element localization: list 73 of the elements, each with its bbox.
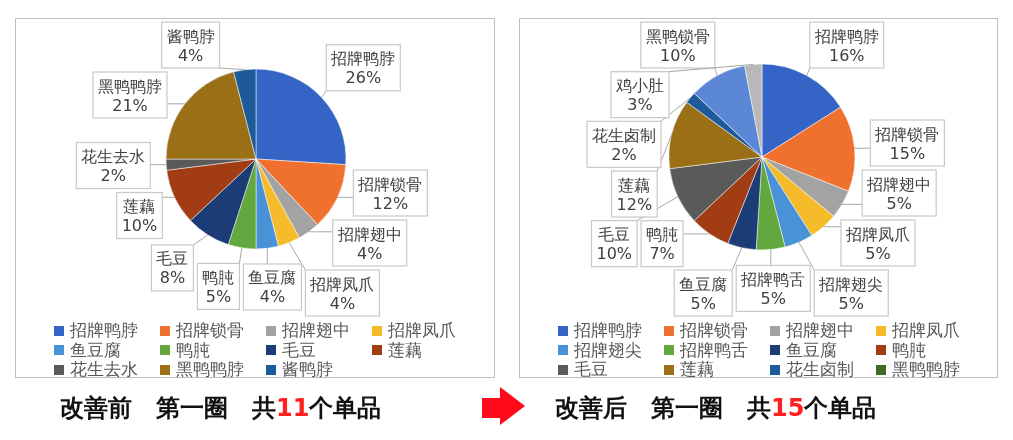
legend-label: 鱼豆腐: [70, 339, 121, 360]
slice-label: 莲藕: [618, 175, 651, 194]
slice-label: 鱼豆腐: [248, 267, 297, 287]
data-label: 4%: [177, 45, 204, 64]
slice-label: 黑鸭锁骨: [645, 26, 710, 45]
slice-label: 招牌凤爪: [309, 274, 375, 293]
slice-label: 毛豆: [598, 224, 631, 244]
slice-label: 酱鸭脖: [166, 26, 215, 45]
data-label: 16%: [828, 45, 865, 64]
data-label: 5%: [838, 293, 864, 312]
slice-label: 毛豆: [156, 248, 189, 268]
legend-label: 花生去水: [70, 359, 138, 380]
slice-label: 鸭肫: [202, 267, 235, 287]
text: 改善前 第一圈 共11个单品: [60, 394, 382, 422]
legend-label: 招牌凤爪: [388, 320, 456, 341]
slice-label: 莲藕: [123, 196, 156, 216]
legend-label: 招牌凤爪: [891, 320, 960, 341]
legend-label: 招牌鸭脖: [70, 320, 138, 341]
data-label: 10%: [596, 243, 633, 263]
data-label: 7%: [649, 243, 675, 263]
data-label: 8%: [159, 267, 186, 287]
legend-label: 招牌锁骨: [679, 320, 748, 341]
data-label: 12%: [372, 193, 409, 212]
data-label: 4%: [357, 243, 383, 262]
data-label: 5%: [205, 286, 232, 306]
legend-label: 毛豆: [573, 359, 608, 380]
data-label: 12%: [616, 194, 653, 213]
slice-label: 招牌翅中: [336, 224, 402, 243]
text: 改善后 第一圈 共15个单品: [555, 394, 877, 422]
legend-label: 招牌鸭脖: [573, 320, 642, 341]
legend-label: 招牌翅尖: [573, 339, 642, 360]
slice-label: 鸡小肚: [614, 75, 664, 95]
slice-label: 招牌鸭舌: [740, 269, 806, 289]
data-label: 10%: [660, 45, 696, 64]
legend-label: 鸭肫: [891, 339, 926, 360]
slice-label: 招牌锁骨: [357, 174, 423, 193]
data-label: 4%: [329, 293, 356, 312]
legend-label: 招牌鸭舌: [679, 339, 748, 360]
data-label: 5%: [886, 193, 912, 212]
data-label: 26%: [345, 67, 382, 87]
legend-label: 鸭肫: [176, 339, 210, 360]
data-label: 5%: [760, 288, 786, 308]
legend-label: 毛豆: [282, 339, 316, 360]
legend-label: 莲藕: [679, 359, 714, 380]
legend-label: 招牌翅中: [282, 320, 350, 341]
slice-label: 鱼豆腐: [679, 274, 728, 293]
data-label: 2%: [100, 165, 126, 185]
slice-label: 花生去水: [81, 146, 146, 166]
data-label: 3%: [627, 94, 653, 114]
data-label: 10%: [121, 215, 158, 235]
slice-label: 招牌鸭脖: [330, 48, 396, 68]
legend-label: 花生卤制: [785, 359, 854, 380]
legend-label: 黑鸭鸭脖: [891, 359, 960, 380]
legend-label: 莲藕: [388, 339, 422, 360]
data-label: 2%: [611, 144, 637, 164]
slice-label: 招牌锁骨: [874, 124, 940, 143]
slice-label: 招牌翅中: [866, 174, 932, 193]
data-label: 4%: [259, 286, 286, 306]
slice-label: 招牌翅尖: [818, 274, 884, 293]
slice-label: 招牌鸭脖: [813, 26, 879, 45]
legend-label: 黑鸭鸭脖: [176, 359, 244, 380]
slice-label: 鸭肫: [646, 224, 679, 244]
data-label: 15%: [889, 143, 926, 162]
data-label: 5%: [690, 293, 716, 312]
slice-label: 黑鸭鸭脖: [97, 76, 162, 95]
legend-label: 酱鸭脖: [282, 359, 333, 380]
legend-label: 鱼豆腐: [785, 339, 837, 360]
data-label: 21%: [112, 95, 148, 114]
legend-label: 招牌锁骨: [176, 320, 244, 341]
legend-label: 招牌翅中: [785, 320, 854, 341]
data-label: 5%: [865, 243, 891, 262]
slice-label: 花生卤制: [592, 125, 656, 145]
slice-label: 招牌凤爪: [844, 224, 910, 243]
